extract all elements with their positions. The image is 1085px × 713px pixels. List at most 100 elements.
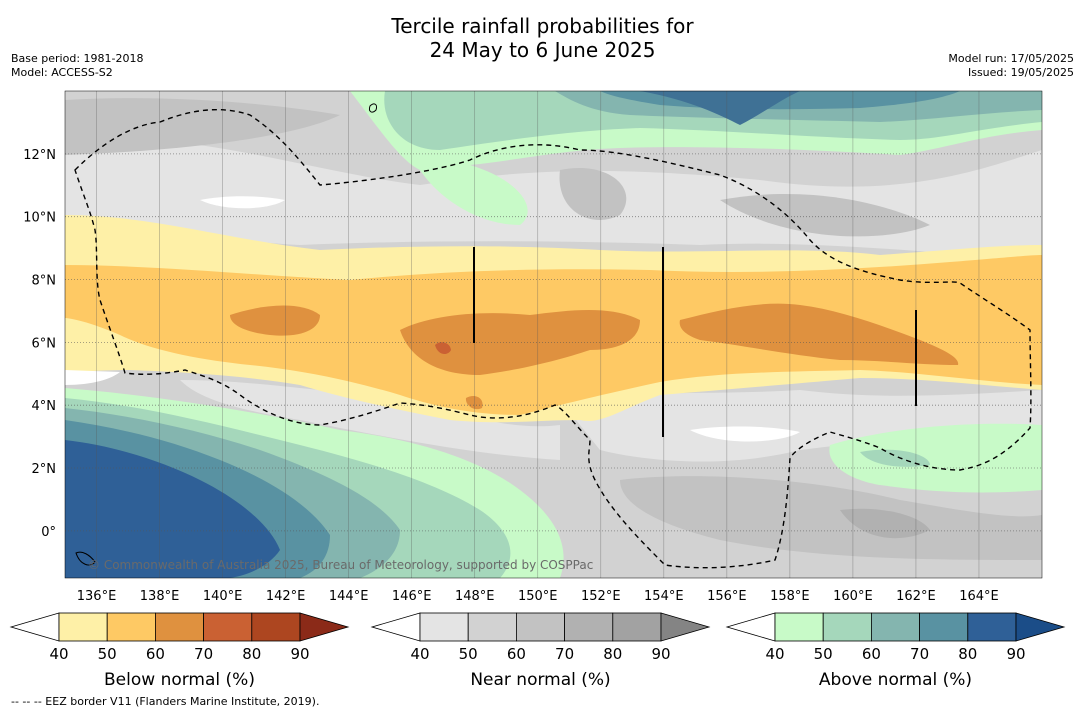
model-name: Model: ACCESS-S2 — [11, 66, 113, 79]
run-info: Model run: 17/05/2025 Issued: 19/05/2025 — [948, 52, 1074, 80]
colorbar-tick-label: 80 — [242, 645, 261, 663]
near-40-region-west — [180, 380, 560, 460]
below-60-spot-south — [465, 396, 483, 410]
lon-tick-label: 152°E — [581, 589, 621, 604]
below-60-patch-west — [230, 305, 320, 336]
colorbar-swatch — [967, 612, 1017, 642]
graticule — [65, 91, 1042, 578]
colorbar-swatch — [564, 612, 614, 642]
latitude-labels: 12°N 10°N 8°N 6°N 4°N 2°N 0° — [23, 148, 56, 540]
map-frame — [64, 90, 1043, 579]
model-run: Model run: 17/05/2025 — [948, 52, 1074, 65]
colorbar-tick-label: 40 — [49, 645, 68, 663]
lon-tick-label: 148°E — [455, 589, 495, 604]
colorbar-tick-label: 50 — [459, 645, 478, 663]
colorbar-tick-label: 60 — [507, 645, 526, 663]
below-60-patch-east — [679, 303, 959, 365]
colorbar-extend-high — [1015, 612, 1066, 642]
colorbar-tick-label: 80 — [603, 645, 622, 663]
colorbar-tick-label: 60 — [862, 645, 881, 663]
lon-tick-label: 140°E — [203, 589, 243, 604]
above-80-southwest — [65, 440, 280, 578]
colorbar-tick-label: 70 — [910, 645, 929, 663]
near-60-patch-1 — [559, 168, 627, 220]
colorbar-extend-low — [725, 612, 776, 642]
colorbar-extend-high — [299, 612, 350, 642]
no-signal-gap-2 — [690, 426, 800, 442]
near-60-patch-4 — [65, 98, 340, 155]
colorbar-swatch — [516, 612, 566, 642]
lon-tick-label: 150°E — [518, 589, 558, 604]
lat-tick-label: 2°N — [32, 462, 57, 477]
colorbar-tick-label: 40 — [765, 645, 784, 663]
eez-footnote: -- -- -- EEZ border V11 (Flanders Marine… — [11, 695, 320, 708]
lat-tick-label: 8°N — [32, 274, 57, 289]
lat-tick-label: 12°N — [23, 148, 56, 163]
colorbar-near: 40 50 60 70 80 90 Near normal (%) — [370, 612, 711, 690]
no-signal-gap-3 — [65, 370, 120, 385]
lon-tick-label: 158°E — [770, 589, 810, 604]
colorbar-tick-label: 80 — [958, 645, 977, 663]
colorbar-tick-label: 90 — [290, 645, 309, 663]
colorbar-extend-high — [660, 612, 711, 642]
base-period: Base period: 1981-2018 — [11, 52, 144, 65]
credit-text: © Commonwealth of Australia 2025, Bureau… — [88, 558, 593, 572]
colorbar-swatch — [774, 612, 824, 642]
lon-tick-label: 136°E — [77, 589, 117, 604]
colorbar-tick-label: 40 — [410, 645, 429, 663]
title-line-2: 24 May to 6 June 2025 — [429, 38, 656, 62]
above-40-southeast — [829, 423, 1042, 493]
colorbar-tick-label: 70 — [194, 645, 213, 663]
colorbar-tick-label: 90 — [1006, 645, 1025, 663]
island-southwest — [75, 551, 96, 566]
lon-tick-label: 144°E — [329, 589, 369, 604]
colorbar-swatch — [871, 612, 921, 642]
lon-tick-label: 138°E — [140, 589, 180, 604]
colorbar-swatch — [419, 612, 469, 642]
colorbar-below: 40 50 60 70 80 90 Below normal (%) — [9, 612, 350, 690]
colorbar-swatch — [919, 612, 969, 642]
colorbar-tick-label: 60 — [146, 645, 165, 663]
issued-date: Issued: 19/05/2025 — [967, 66, 1074, 79]
island-northwest — [369, 103, 377, 113]
colorbar-tick-label: 50 — [814, 645, 833, 663]
colorbar-swatch — [106, 612, 156, 642]
colorbar-title: Below normal (%) — [104, 670, 255, 690]
colorbar-tick-label: 70 — [555, 645, 574, 663]
lat-tick-label: 6°N — [32, 336, 57, 351]
colorbar-swatch — [154, 612, 204, 642]
lon-tick-label: 142°E — [266, 589, 306, 604]
map-title: Tercile rainfall probabilities for 24 Ma… — [0, 14, 1085, 62]
above-80-north — [640, 91, 800, 125]
colorbar-swatch — [203, 612, 253, 642]
longitude-labels: 136°E 138°E 140°E 142°E 144°E 146°E 148°E 150°E… — [77, 589, 999, 604]
colorbar-title: Near normal (%) — [470, 670, 610, 690]
colorbar-swatch — [251, 612, 301, 642]
colorbar-extend-low — [9, 612, 60, 642]
lat-tick-label: 10°N — [23, 211, 56, 226]
near-60-patch-3 — [620, 476, 1042, 560]
eez-borders — [74, 108, 1032, 569]
lon-tick-label: 156°E — [707, 589, 747, 604]
below-70-spot — [435, 342, 451, 355]
colorbar-extend-low — [370, 612, 421, 642]
colorbar-tick-label: 90 — [651, 645, 670, 663]
title-line-1: Tercile rainfall probabilities for — [391, 14, 694, 38]
colorbar-above: 40 50 60 70 80 90 Above normal (%) — [725, 612, 1066, 690]
near-40-region-south — [560, 390, 1042, 462]
colorbar-swatch — [58, 612, 108, 642]
lon-tick-label: 154°E — [644, 589, 684, 604]
colorbar-title: Above normal (%) — [819, 670, 972, 690]
near-70-patch — [840, 508, 930, 539]
model-info: Base period: 1981-2018 Model: ACCESS-S2 — [11, 52, 143, 80]
colorbar-swatch — [612, 612, 662, 642]
lat-tick-label: 0° — [41, 525, 56, 540]
above-50-southeast — [860, 449, 930, 467]
colorbar-tick-label: 50 — [98, 645, 117, 663]
eez-border-palau-west — [74, 108, 1032, 569]
colorbars: 40 50 60 70 80 90 Below normal (%) 40 50 60 70 80 90… — [9, 612, 1066, 690]
colorbar-swatch — [822, 612, 872, 642]
lon-tick-label: 146°E — [392, 589, 432, 604]
below-60-patch-central — [400, 310, 640, 375]
